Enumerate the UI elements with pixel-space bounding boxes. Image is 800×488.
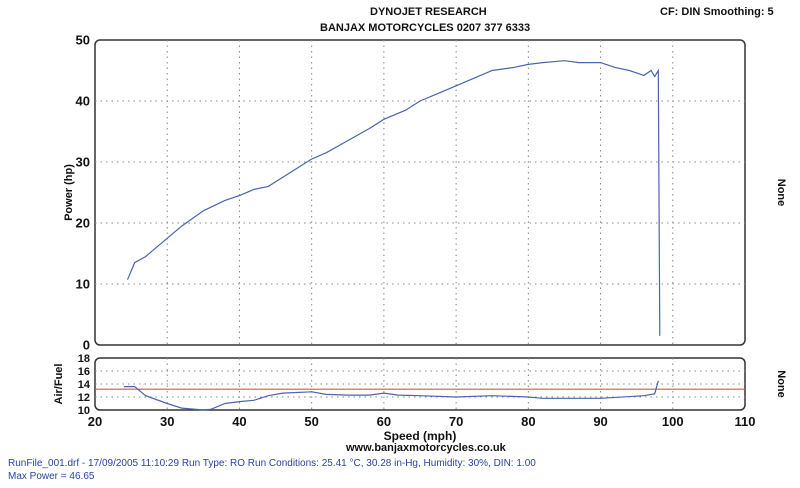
afr-series-line (123, 380, 659, 411)
x-tick-label: 50 (304, 414, 318, 429)
y-tick-label: 10 (78, 405, 90, 417)
max-power: Max Power = 46.65 (8, 471, 95, 482)
y-tick-label: 40 (76, 94, 90, 109)
y-tick-label: 14 (78, 379, 91, 391)
power-series-line (126, 60, 661, 336)
y-tick-label: 0 (83, 338, 90, 353)
x-tick-label: 40 (232, 414, 246, 429)
y-axis-label: Air/Fuel (53, 364, 65, 405)
y-tick-label: 18 (78, 353, 90, 365)
settings-label: CF: DIN Smoothing: 5 (660, 6, 774, 18)
x-tick-label: 60 (377, 414, 391, 429)
x-tick-label: 70 (449, 414, 463, 429)
y-tick-label: 10 (76, 277, 90, 292)
y-tick-label: 12 (78, 392, 90, 404)
right-axis-label: None (775, 179, 787, 207)
x-tick-label: 110 (735, 414, 756, 429)
right-axis-label: None (775, 370, 787, 398)
x-tick-label: 30 (160, 414, 174, 429)
x-tick-label: 80 (521, 414, 535, 429)
y-tick-label: 20 (76, 216, 90, 231)
y-axis-label: Power (hp) (63, 164, 75, 221)
y-tick-label: 50 (76, 33, 90, 48)
run-info: RunFile_001.drf - 17/09/2005 11:10:29 Ru… (8, 458, 536, 469)
chart-title: DYNOJET RESEARCH (370, 6, 487, 18)
x-tick-label: 90 (593, 414, 607, 429)
x-tick-label: 20 (88, 414, 102, 429)
plot-frame-0 (94, 39, 746, 346)
x-tick-label: 100 (662, 414, 684, 429)
chart-subtitle: BANJAX MOTORCYCLES 0207 377 6333 (320, 22, 531, 34)
x-axis-label: Speed (mph) (384, 429, 457, 443)
website-label: www.banjaxmotorcycles.co.uk (346, 442, 506, 454)
y-tick-label: 16 (78, 366, 90, 378)
y-tick-label: 30 (76, 155, 90, 170)
